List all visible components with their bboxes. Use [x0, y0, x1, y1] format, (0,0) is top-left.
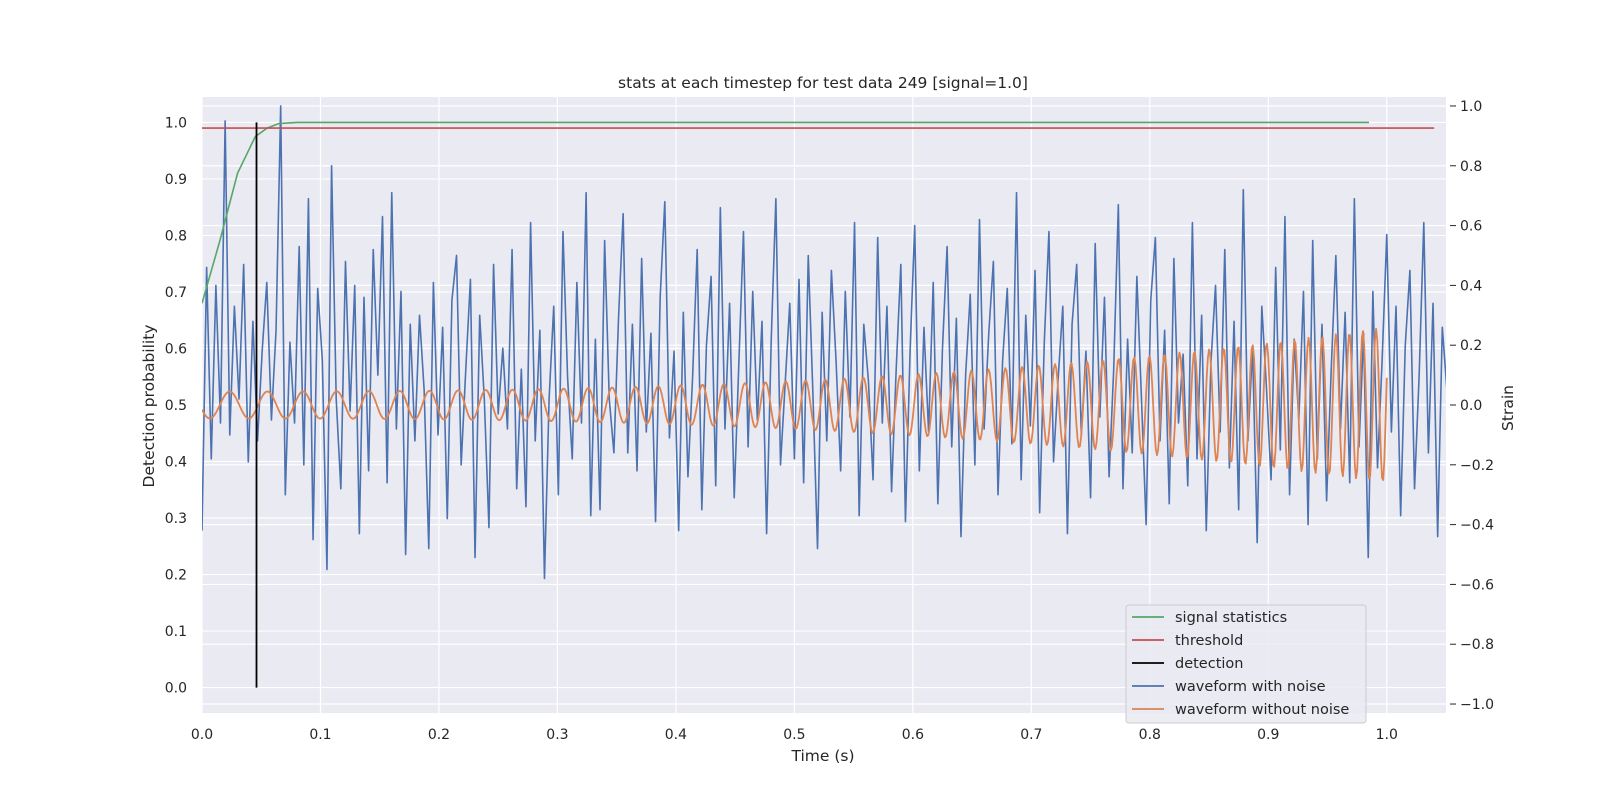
legend: signal statistics threshold detection wavef… — [1125, 604, 1367, 724]
y-right-tick-label: 0.0 — [1460, 398, 1482, 414]
y-right-axis-label: Strain — [1499, 385, 1517, 431]
y-right-axis-ticks: −1.0 −0.8 −0.6 −0.4 −0.2 0.0 0.2 0.4 0.6 0.8 1.0 — [1450, 99, 1494, 713]
y-left-tick-label: 0.6 — [165, 341, 187, 357]
x-tick-label: 0.2 — [428, 727, 450, 743]
y-right-tick-label: 0.8 — [1460, 159, 1482, 175]
legend-label: detection — [1175, 656, 1243, 672]
chart-title: stats at each timestep for test data 249… — [618, 74, 1028, 92]
x-tick-label: 0.7 — [1020, 727, 1042, 743]
legend-box — [1125, 604, 1367, 724]
x-tick-label: 0.1 — [309, 727, 331, 743]
legend-label: waveform with noise — [1175, 679, 1326, 695]
legend-label: threshold — [1175, 633, 1243, 649]
x-tick-label: 0.9 — [1257, 727, 1279, 743]
y-right-tick-label: −0.2 — [1460, 458, 1494, 474]
x-tick-label: 0.0 — [191, 727, 213, 743]
legend-label: signal statistics — [1175, 610, 1287, 626]
y-left-tick-label: 1.0 — [165, 115, 187, 131]
x-tick-label: 0.6 — [902, 727, 924, 743]
x-tick-label: 0.5 — [783, 727, 805, 743]
y-left-axis-ticks: 0.0 0.1 0.2 0.3 0.4 0.5 0.6 0.7 0.8 0.9 1.0 — [165, 115, 187, 696]
y-right-tick-label: 0.4 — [1460, 278, 1482, 294]
x-axis-ticks: 0.0 0.1 0.2 0.3 0.4 0.5 0.6 0.7 0.8 0.9 1.0 — [191, 727, 1398, 743]
legend-label: waveform without noise — [1175, 702, 1349, 718]
y-right-tick-label: −1.0 — [1460, 697, 1494, 713]
y-left-tick-label: 0.0 — [165, 681, 187, 697]
y-left-tick-label: 0.8 — [165, 228, 187, 244]
y-right-tick-label: −0.4 — [1460, 518, 1494, 534]
y-left-tick-label: 0.2 — [165, 568, 187, 584]
y-right-tick-label: 0.2 — [1460, 338, 1482, 354]
y-right-tick-label: 0.6 — [1460, 219, 1482, 235]
series-waveform-without-noise — [202, 327, 1388, 482]
x-tick-label: 0.3 — [546, 727, 568, 743]
series-layer — [202, 105, 1446, 688]
series-signal-statistics — [202, 121, 1369, 304]
y-left-tick-label: 0.9 — [165, 172, 187, 188]
y-left-axis-label: Detection probability — [140, 325, 158, 488]
y-left-tick-label: 0.7 — [165, 285, 187, 301]
y-right-tick-label: −0.8 — [1460, 637, 1494, 653]
x-tick-label: 0.8 — [1139, 727, 1161, 743]
x-tick-label: 1.0 — [1376, 727, 1398, 743]
series-waveform-with-noise — [202, 105, 1446, 580]
y-left-tick-label: 0.5 — [165, 398, 187, 414]
y-right-tick-label: 1.0 — [1460, 99, 1482, 115]
x-axis-label: Time (s) — [790, 747, 854, 765]
y-right-tick-label: −0.6 — [1460, 577, 1494, 593]
y-left-tick-label: 0.4 — [165, 455, 187, 471]
y-left-tick-label: 0.3 — [165, 511, 187, 527]
x-tick-label: 0.4 — [665, 727, 687, 743]
y-left-tick-label: 0.1 — [165, 624, 187, 640]
